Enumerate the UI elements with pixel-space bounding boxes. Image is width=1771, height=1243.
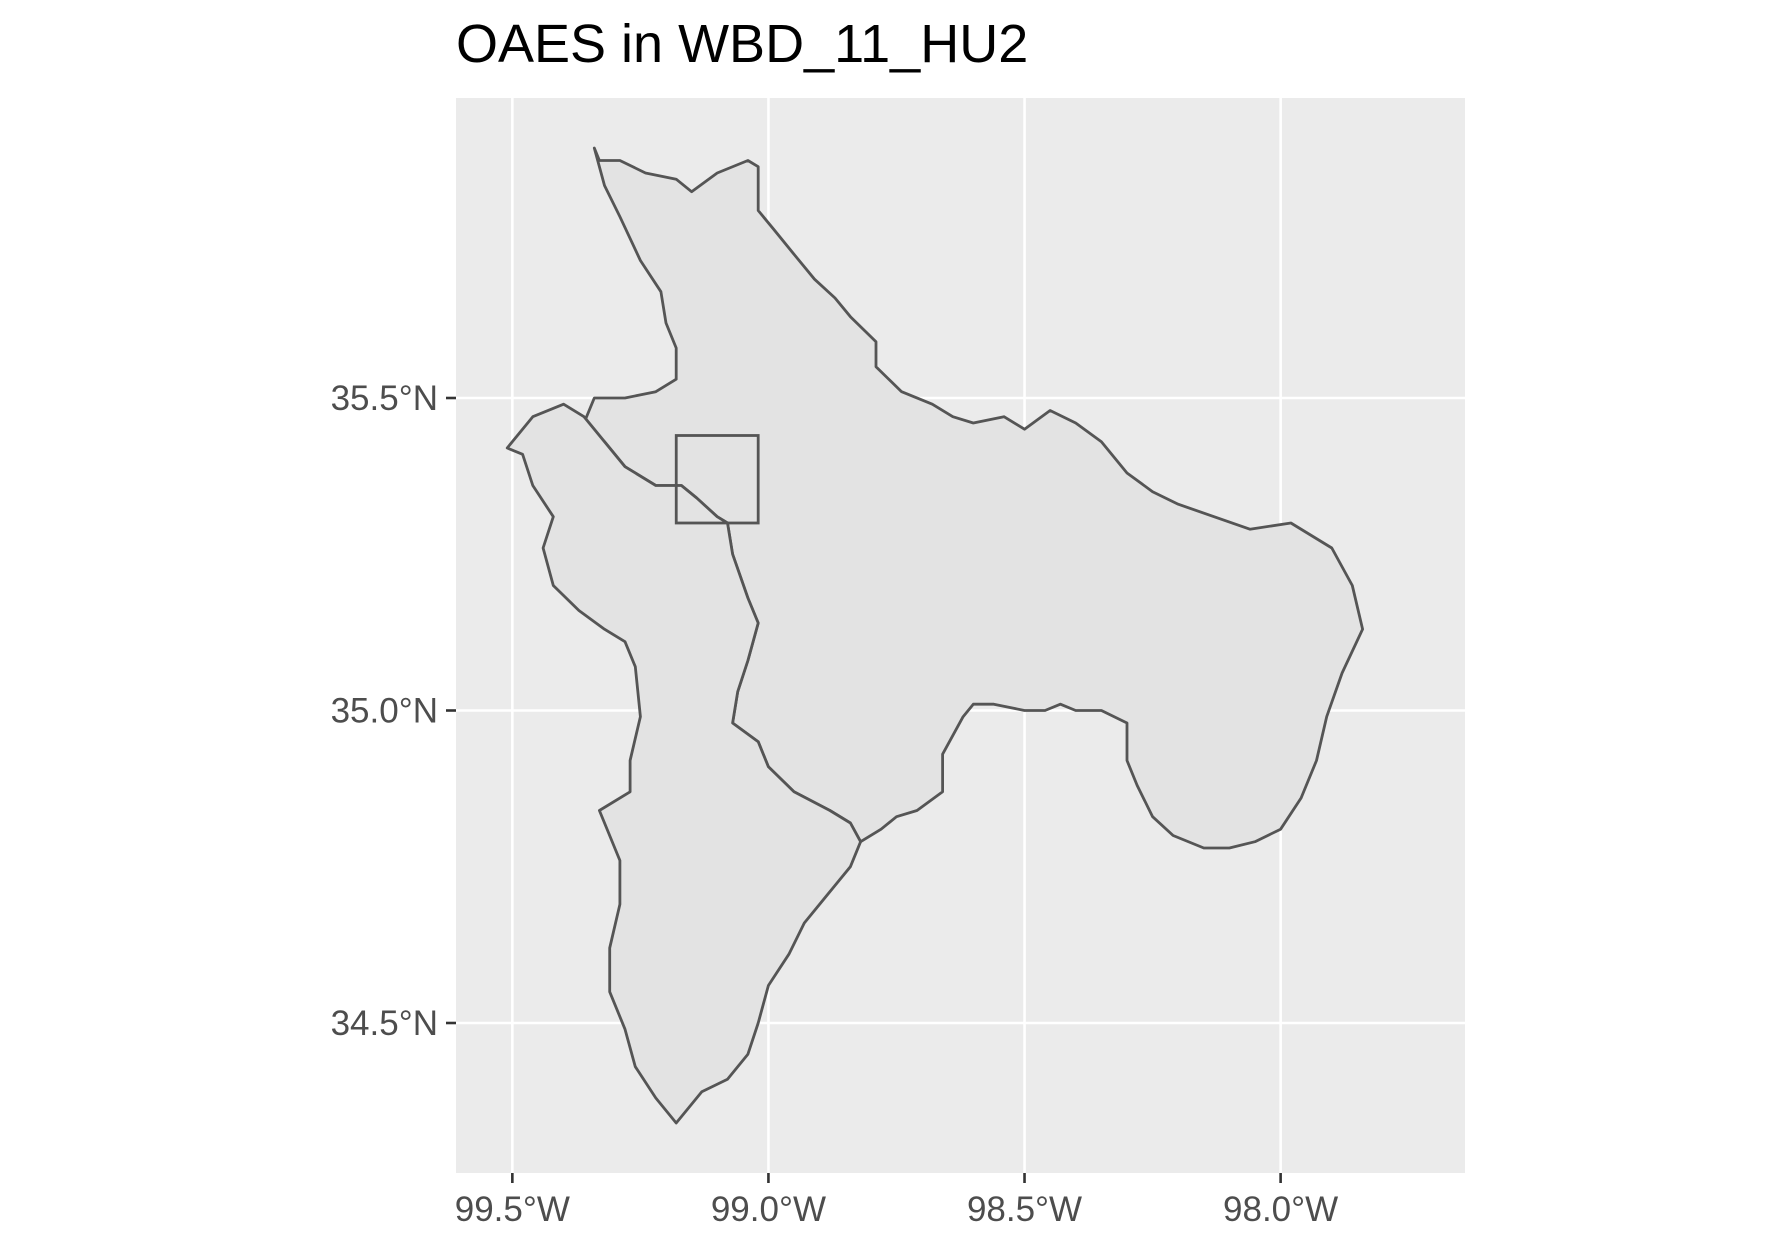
y-tick-label: 34.5°N [331, 1004, 438, 1043]
x-tick-label: 99.5°W [455, 1190, 570, 1229]
oaes-site-box [674, 434, 760, 525]
x-tick-label: 99.0°W [711, 1190, 826, 1229]
y-tick-label: 35.0°N [331, 692, 438, 731]
map-shapes [505, 146, 1364, 1125]
chart-title: OAES in WBD_11_HU2 [456, 14, 1028, 74]
y-tick-label: 35.5°N [331, 379, 438, 418]
x-tick-label: 98.5°W [967, 1190, 1082, 1229]
x-tick-label: 98.0°W [1223, 1190, 1338, 1229]
watershed-polygon-2 [505, 402, 862, 1125]
axes: 99.5°W 99.0°W 98.5°W 98.0°W 35.5°N 35.0°N 34.5… [331, 379, 1339, 1229]
